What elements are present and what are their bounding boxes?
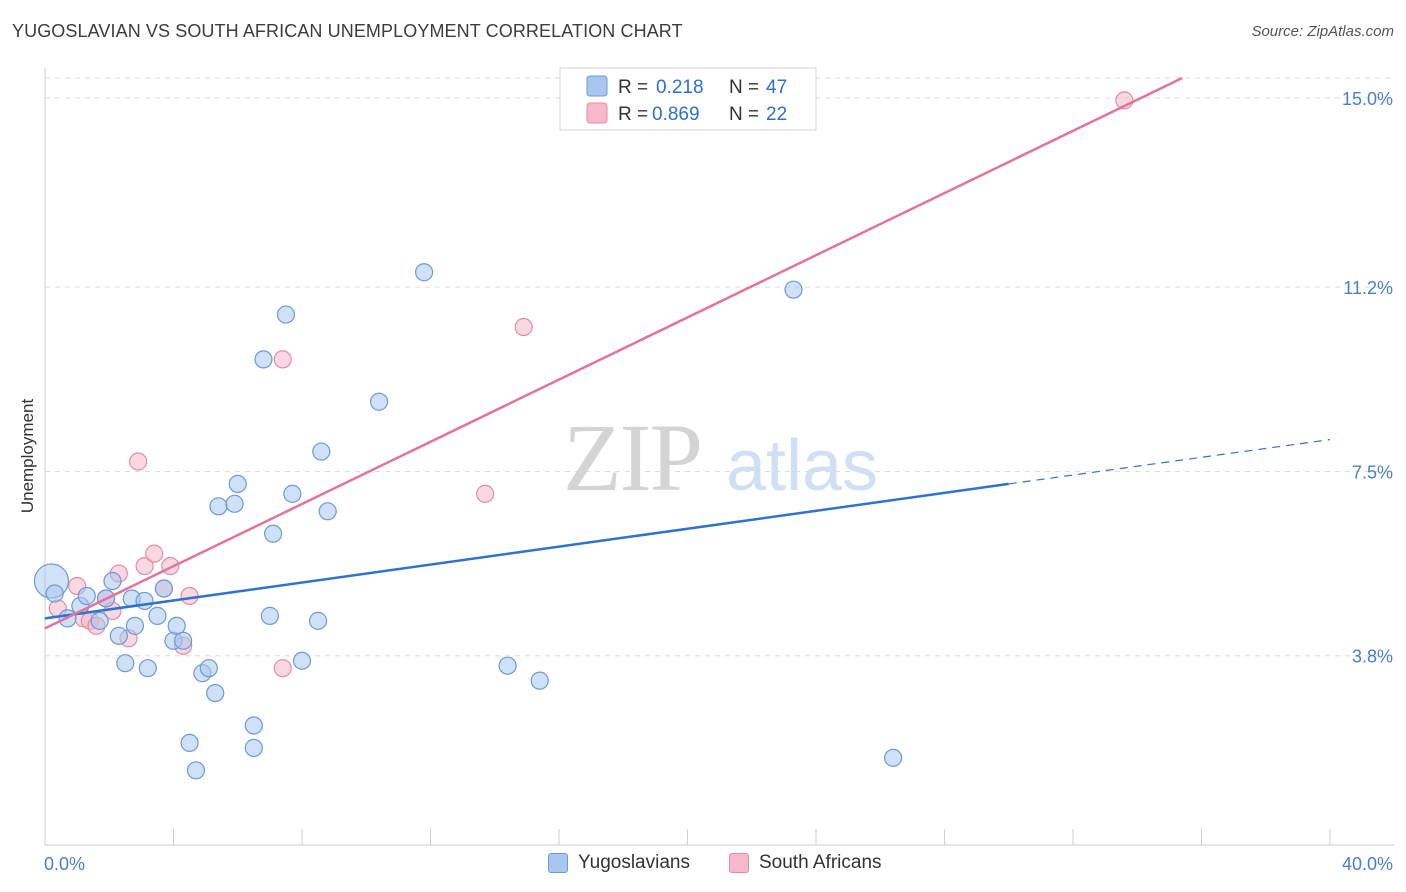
south-african-point xyxy=(514,317,533,337)
legend-r-value-2: 0.869 xyxy=(652,104,700,125)
chart-title: YUGOSLAVIAN VS SOUTH AFRICAN UNEMPLOYMEN… xyxy=(12,21,683,41)
legend-n-label-2: N = xyxy=(729,104,759,125)
south-africans-label: South Africans xyxy=(759,852,882,873)
watermark: ZIP atlas xyxy=(563,404,878,511)
yugoslavian-point xyxy=(199,659,218,678)
legend-item-south-africans: South Africans xyxy=(729,852,882,874)
yugoslavian-point xyxy=(174,631,193,650)
yugoslavian-point xyxy=(206,683,225,703)
yugoslavians-label: Yugoslavians xyxy=(578,852,690,873)
yugoslavian-point xyxy=(244,738,263,757)
yugoslavian-point xyxy=(260,606,279,625)
legend-r-value-1: 0.218 xyxy=(656,77,704,98)
yugoslavian-point xyxy=(103,571,122,591)
south-african-point xyxy=(145,544,164,563)
yugoslavian-point xyxy=(186,761,206,780)
south-african-point xyxy=(273,659,292,678)
yugoslavian-point xyxy=(308,611,328,630)
source-label: Source: ZipAtlas.com xyxy=(1251,23,1394,40)
south-african-point xyxy=(476,484,495,503)
yugoslavian-point xyxy=(283,484,302,503)
south-africans-swatch xyxy=(729,853,749,873)
yugoslavian-point xyxy=(318,502,337,521)
legend-n-value-1: 47 xyxy=(766,77,787,98)
yugoslavians-points xyxy=(33,263,903,780)
yugoslavians-trend-line xyxy=(44,482,1009,620)
yugoslavian-point xyxy=(109,626,128,645)
yugoslavian-point xyxy=(263,524,283,543)
yugoslavian-point xyxy=(244,716,263,735)
yugoslavian-point xyxy=(135,591,154,611)
x-tick-label: 0.0% xyxy=(44,854,85,874)
watermark-zip: ZIP xyxy=(563,404,701,511)
yugoslavian-point xyxy=(784,280,803,299)
yugoslavian-point xyxy=(148,606,167,625)
south-africans-trend-line xyxy=(44,76,1183,630)
yugoslavian-point xyxy=(498,656,517,675)
yugoslavian-point xyxy=(370,392,389,411)
yugoslavian-point xyxy=(45,584,64,603)
yugoslavian-point xyxy=(90,611,109,630)
yugoslavian-point xyxy=(116,654,135,673)
yugoslavians-trend-extension xyxy=(1008,438,1331,485)
trend-lines xyxy=(44,76,1331,630)
south-african-point xyxy=(180,586,199,606)
south-african-point xyxy=(273,350,292,369)
y-tick-label: 3.8% xyxy=(1352,647,1393,667)
legend-swatch-blue xyxy=(586,75,608,97)
yugoslavian-point xyxy=(276,305,296,324)
legend-n-label-1: N = xyxy=(729,77,759,98)
legend-swatch-pink xyxy=(586,102,608,124)
legend-r-label-2: R = xyxy=(618,104,648,125)
bottom-legend: Yugoslavians South Africans xyxy=(0,852,1406,878)
y-tick-label: 7.5% xyxy=(1352,462,1393,482)
tick-labels: 3.8% 7.5% 11.2% 15.0% 0.0% 40.0% xyxy=(44,89,1393,874)
x-tick-label: 40.0% xyxy=(1342,854,1393,874)
axes xyxy=(44,68,1394,846)
y-tick-label: 11.2% xyxy=(1343,278,1393,298)
yugoslavian-point xyxy=(228,474,247,494)
legend-r-label-1: R = xyxy=(618,77,648,98)
grid xyxy=(45,77,1394,657)
yugoslavian-point xyxy=(530,671,549,690)
legend-n-value-2: 22 xyxy=(766,104,787,125)
y-tick-label: 15.0% xyxy=(1342,89,1393,109)
yugoslavian-point xyxy=(225,494,244,513)
stats-legend: R = 0.218 N = 47 R = 0.869 N = 22 xyxy=(559,67,817,131)
yugoslavian-point xyxy=(414,263,434,282)
yugoslavians-swatch xyxy=(548,853,568,873)
yugoslavian-point xyxy=(180,733,199,752)
watermark-atlas: atlas xyxy=(726,426,878,506)
yugoslavian-point xyxy=(125,616,145,635)
south-african-point xyxy=(135,556,154,576)
south-african-point xyxy=(129,452,148,471)
yugoslavian-point xyxy=(138,659,157,678)
yugoslavian-point xyxy=(154,579,173,598)
yugoslavian-point xyxy=(312,442,331,461)
yugoslavian-point xyxy=(209,497,228,516)
yugoslavian-point xyxy=(77,586,96,606)
legend-item-yugoslavians: Yugoslavians xyxy=(548,852,690,874)
yugoslavian-point xyxy=(254,350,273,369)
yugoslavian-point xyxy=(883,748,903,767)
yugoslavian-point xyxy=(292,651,312,670)
